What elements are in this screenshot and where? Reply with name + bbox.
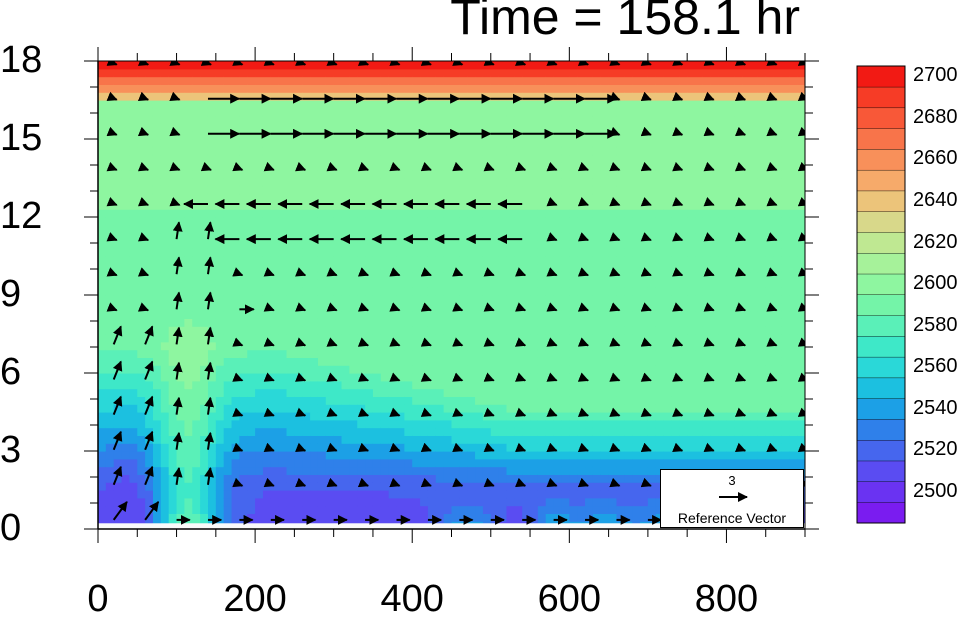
colorbar-label: 2700 — [913, 64, 958, 87]
colorbar-label: 2580 — [913, 314, 958, 337]
colorbar-label: 2560 — [913, 355, 958, 378]
colorbar-swatch — [857, 502, 905, 523]
colorbar-label: 2500 — [913, 480, 958, 503]
colorbar-swatch — [857, 232, 905, 253]
colorbar-swatch — [857, 378, 905, 399]
colorbar-label: 2640 — [913, 189, 958, 212]
x-tick-label: 800 — [695, 578, 758, 621]
colorbar-swatch — [857, 398, 905, 419]
colorbar-swatch — [857, 336, 905, 357]
colorbar-swatch — [857, 461, 905, 482]
colorbar-swatch — [857, 66, 905, 87]
colorbar-swatch — [857, 149, 905, 170]
y-tick-label: 12 — [0, 195, 50, 238]
colorbar-swatch — [857, 211, 905, 232]
y-tick-label: 0 — [0, 507, 50, 550]
colorbar-swatch — [857, 481, 905, 502]
colorbar-swatch — [857, 128, 905, 149]
contour-field — [98, 61, 806, 530]
colorbar-swatch — [857, 315, 905, 336]
colorbar-swatch — [857, 440, 905, 461]
colorbar-label: 2620 — [913, 231, 958, 254]
colorbar-swatch — [857, 274, 905, 295]
y-tick-label: 9 — [0, 273, 50, 316]
colorbar-label: 2540 — [913, 397, 958, 420]
y-tick-label: 18 — [0, 39, 50, 82]
reference-vector-label: Reference Vector — [661, 510, 803, 526]
reference-vector-magnitude: 3 — [661, 473, 803, 488]
reference-vector-box: 3 Reference Vector — [660, 469, 804, 528]
x-tick-label: 400 — [381, 578, 444, 621]
colorbar-label: 2660 — [913, 147, 958, 170]
colorbar-label: 2600 — [913, 272, 958, 295]
x-tick-label: 0 — [87, 578, 108, 621]
colorbar-label: 2520 — [913, 438, 958, 461]
y-tick-label: 3 — [0, 429, 50, 472]
colorbar-label: 2680 — [913, 106, 958, 129]
y-tick-label: 6 — [0, 351, 50, 394]
colorbar-swatch — [857, 295, 905, 316]
y-tick-label: 15 — [0, 117, 50, 160]
x-tick-label: 200 — [223, 578, 286, 621]
colorbar-swatch — [857, 419, 905, 440]
colorbar-swatch — [857, 108, 905, 129]
colorbar-swatch — [857, 87, 905, 108]
x-tick-label: 600 — [538, 578, 601, 621]
colorbar-swatch — [857, 253, 905, 274]
colorbar-swatch — [857, 170, 905, 191]
colorbar-swatch — [857, 191, 905, 212]
colorbar — [857, 66, 905, 523]
colorbar-swatch — [857, 357, 905, 378]
reference-arrow-icon — [717, 490, 757, 504]
